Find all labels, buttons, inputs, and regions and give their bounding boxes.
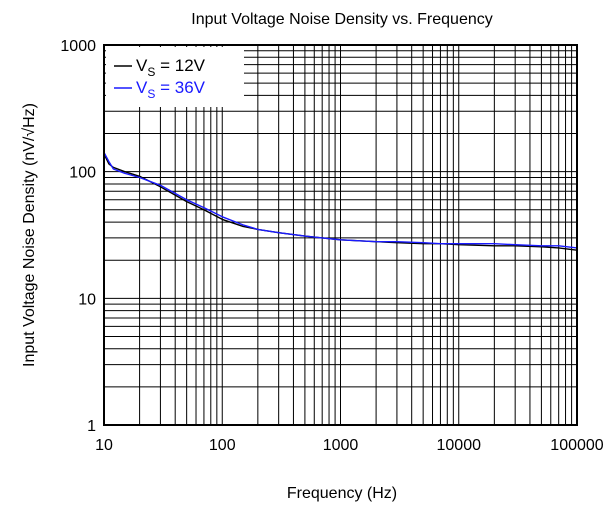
y-tick-labels: 1 10 100 1000: [60, 38, 96, 435]
x-tick-label: 100: [209, 437, 236, 454]
x-tick-label: 1000: [323, 437, 359, 454]
x-tick-labels: 10 100 1000 10000 100000: [95, 437, 604, 454]
chart-title: Input Voltage Noise Density vs. Frequenc…: [191, 11, 493, 28]
y-axis-label: Input Voltage Noise Density (nV/√Hz): [21, 103, 38, 367]
x-tick-label: 10: [95, 437, 113, 454]
y-tick-label: 100: [69, 165, 96, 182]
axes: [103, 44, 578, 426]
legend-entry: VS = 36V: [136, 78, 206, 101]
legend-entry: VS = 12V: [136, 56, 206, 79]
x-tick-label: 10000: [437, 437, 482, 454]
x-tick-label: 100000: [550, 437, 603, 454]
y-tick-label: 10: [78, 291, 96, 308]
series-line-2: [103, 152, 578, 249]
legend-background: [106, 47, 244, 107]
x-axis-label: Frequency (Hz): [287, 485, 397, 502]
plot-frame: [103, 44, 578, 426]
series-layer: [103, 152, 578, 251]
y-tick-label: 1: [87, 418, 96, 435]
y-tick-label: 1000: [60, 38, 96, 55]
